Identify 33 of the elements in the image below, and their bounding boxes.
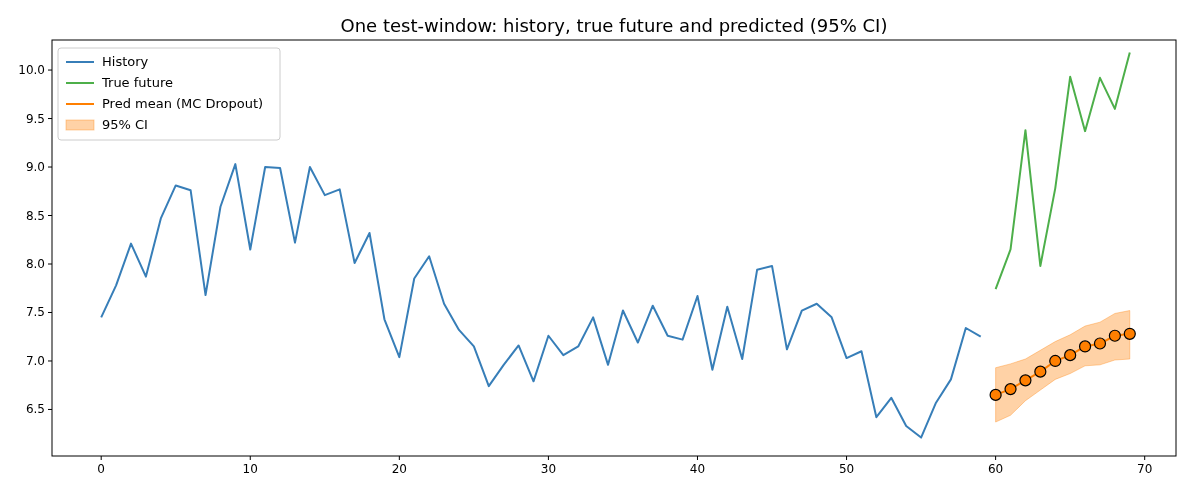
x-tick-label: 60 [987,462,1004,476]
x-tick-label: 10 [242,462,258,476]
point [1019,374,1032,387]
y-tick-label: 8.5 [25,208,45,223]
line-series [100,163,982,439]
y-tick-label: 6.5 [25,402,45,417]
x-tick-label: 20 [391,462,407,476]
legend-label: Pred mean (MC Dropout) [102,96,264,111]
y-tick-label: 10.0 [18,63,45,78]
x-tick-label: 50 [838,462,855,476]
point [1108,329,1121,342]
point [1049,354,1062,368]
point [1078,340,1092,353]
point [1064,349,1077,362]
x-tick-label: 30 [540,462,557,476]
line-series [994,51,1131,291]
y-tick-label: 7.5 [25,305,45,320]
legend-label: True future [101,75,173,90]
x-tick-label: 0 [97,462,106,476]
y-tick-label: 8.0 [25,257,45,271]
y-tick-label: 9.0 [25,160,45,175]
point [1034,365,1047,378]
point [1123,327,1136,340]
y-tick-label: 9.5 [25,111,45,126]
x-tick-label: 70 [1137,462,1153,476]
point [1093,337,1107,350]
annotation: 95% CI [102,117,148,132]
x-tick-label: 40 [689,462,706,476]
point [1004,382,1017,396]
legend-label: History [102,54,149,69]
point [989,388,1002,402]
chart-title: One test-window: history, true future and predicted (95% CI) [340,15,888,36]
y-tick-label: 7.0 [25,353,45,368]
